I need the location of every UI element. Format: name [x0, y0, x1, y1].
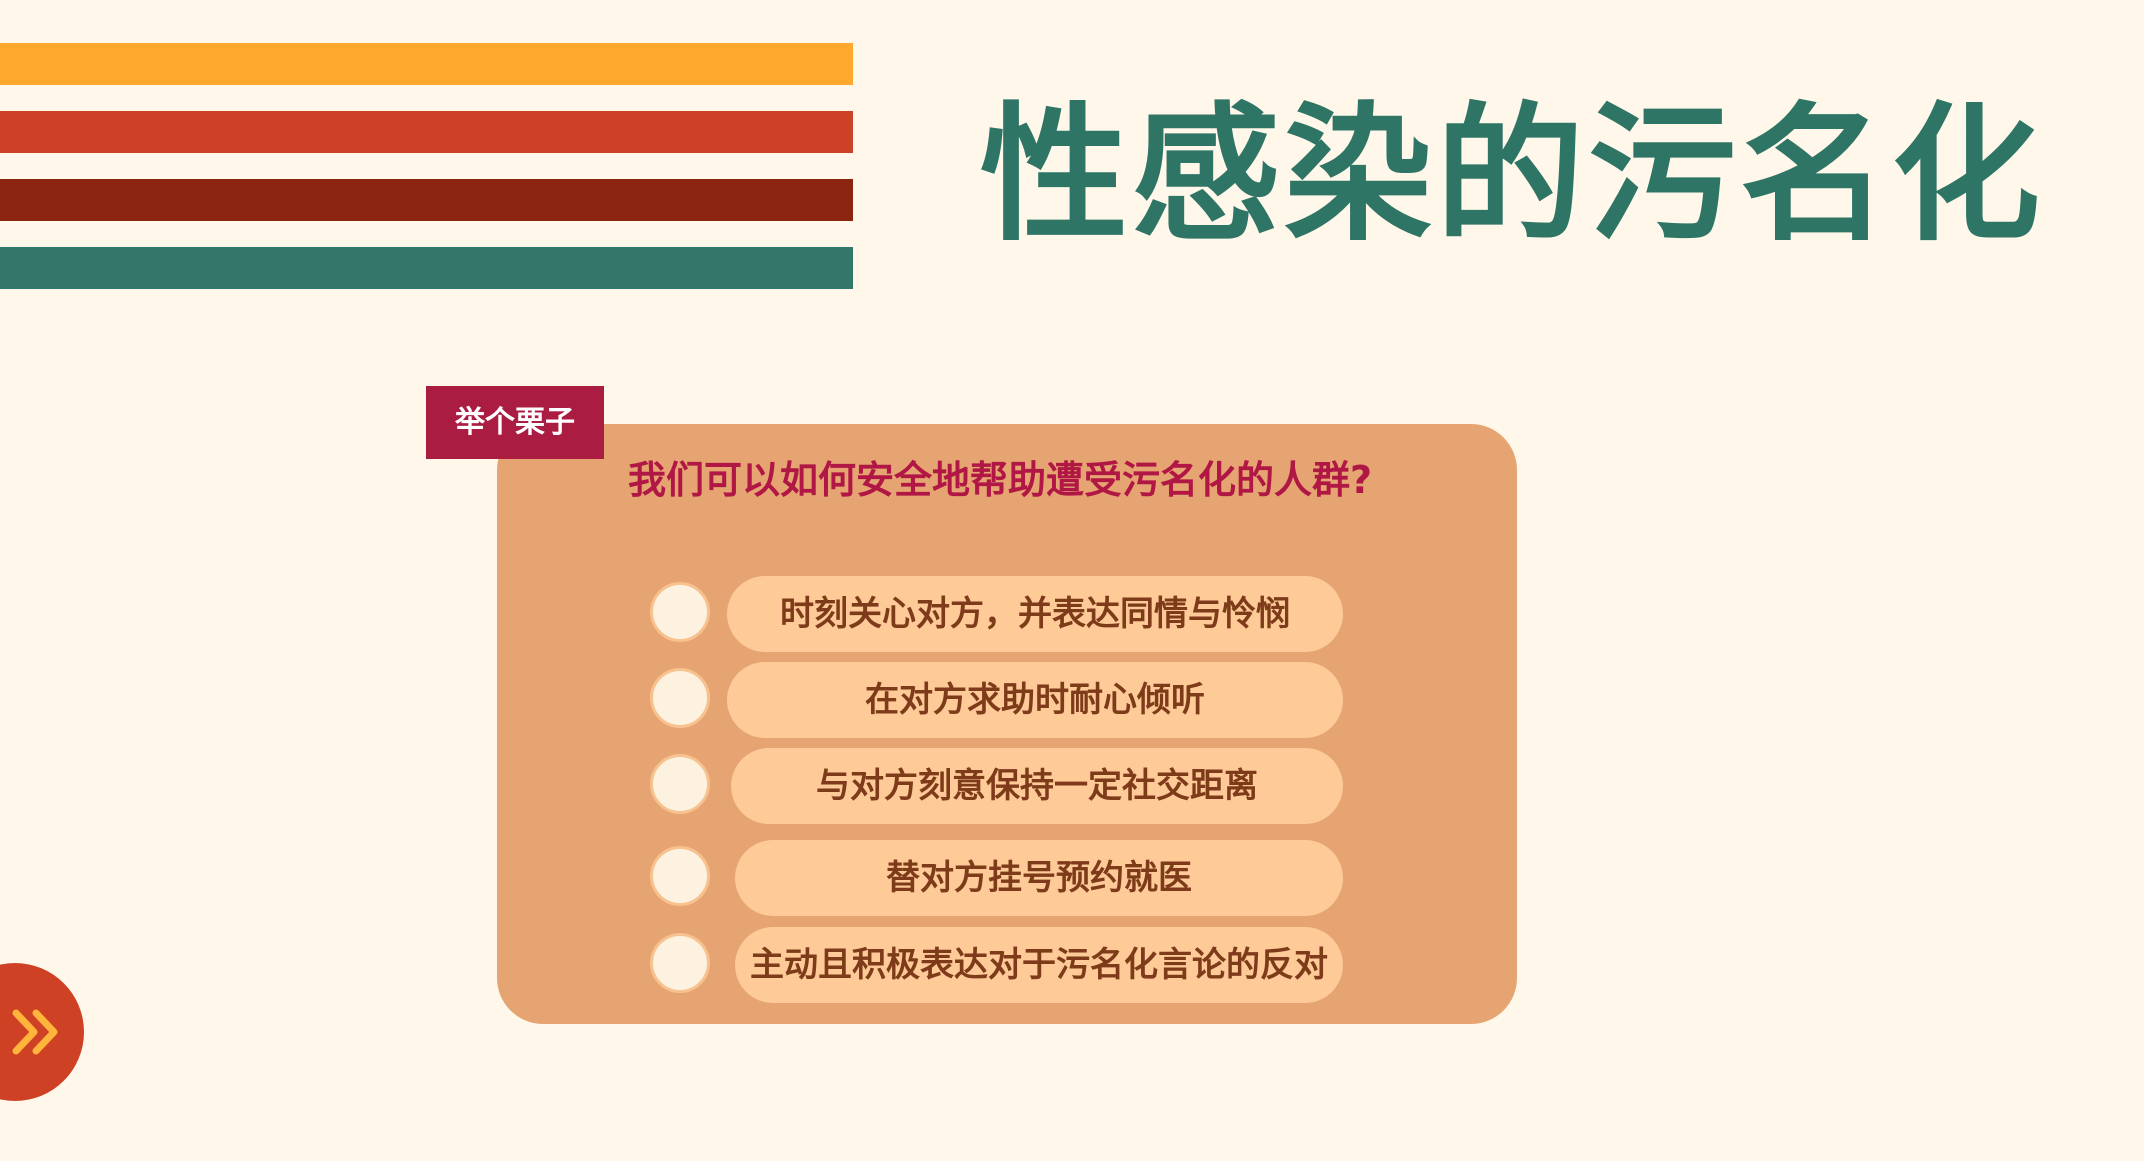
quiz-question: 我们可以如何安全地帮助遭受污名化的人群? [627, 458, 1373, 502]
example-tag: 举个栗子 [426, 386, 604, 459]
slide-title: 性感染的污名化 [980, 89, 2044, 261]
option-label[interactable]: 在对方求助时耐心倾听 [727, 662, 1343, 738]
option-label[interactable]: 与对方刻意保持一定社交距离 [731, 748, 1343, 824]
next-slide-button[interactable] [0, 963, 84, 1101]
quiz-option[interactable]: 与对方刻意保持一定社交距离 [650, 748, 1343, 824]
decorative-stripe-teal [0, 247, 853, 289]
option-radio[interactable] [650, 933, 710, 993]
option-radio[interactable] [650, 754, 710, 814]
quiz-option[interactable]: 主动且积极表达对于污名化言论的反对 [650, 927, 1343, 1003]
decorative-stripe-red [0, 111, 853, 153]
double-chevron-right-icon [12, 1009, 58, 1055]
quiz-option[interactable]: 替对方挂号预约就医 [650, 840, 1343, 916]
option-radio[interactable] [650, 582, 710, 642]
option-label[interactable]: 替对方挂号预约就医 [735, 840, 1343, 916]
option-radio[interactable] [650, 846, 710, 906]
option-radio[interactable] [650, 668, 710, 728]
decorative-stripe-dark-red [0, 179, 853, 221]
quiz-option[interactable]: 在对方求助时耐心倾听 [650, 662, 1343, 738]
option-label[interactable]: 时刻关心对方，并表达同情与怜悯 [727, 576, 1343, 652]
quiz-option[interactable]: 时刻关心对方，并表达同情与怜悯 [650, 576, 1343, 652]
decorative-stripe-orange [0, 43, 853, 85]
option-label[interactable]: 主动且积极表达对于污名化言论的反对 [735, 927, 1343, 1003]
